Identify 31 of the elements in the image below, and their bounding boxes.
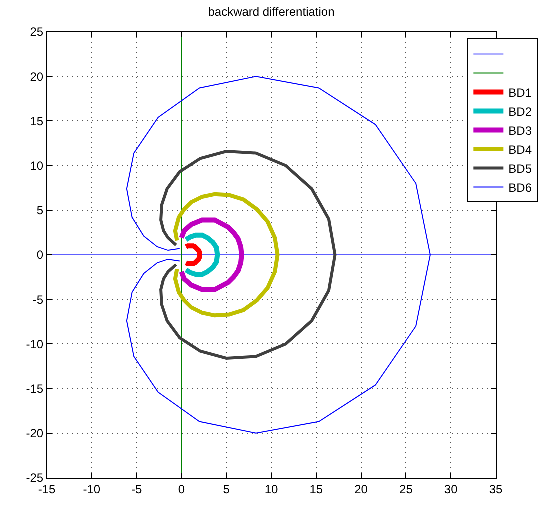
x-tick-label: 30 bbox=[444, 482, 458, 496]
y-tick-label: -10 bbox=[26, 337, 44, 352]
y-tick-label: 5 bbox=[36, 204, 44, 218]
x-tick-label: 25 bbox=[400, 482, 414, 496]
x-tick-label: 35 bbox=[489, 482, 503, 496]
legend-label: BD1 bbox=[508, 86, 532, 100]
line-series bbox=[160, 150, 337, 360]
legend-label: BD4 bbox=[508, 142, 532, 157]
y-tick-label: 20 bbox=[30, 70, 44, 84]
y-tick-label: -25 bbox=[26, 471, 44, 486]
line-series bbox=[173, 192, 280, 318]
legend-label: BD6 bbox=[508, 180, 532, 195]
x-tick-label: -10 bbox=[83, 482, 101, 496]
legend-label: BD3 bbox=[508, 124, 532, 138]
x-tick-label: 10 bbox=[264, 482, 278, 496]
y-tick-label: -5 bbox=[32, 292, 44, 307]
legend-label: BD5 bbox=[508, 162, 532, 176]
y-tick-label: -20 bbox=[26, 426, 44, 441]
y-tick-label: 10 bbox=[30, 159, 44, 173]
line-series bbox=[126, 76, 431, 434]
y-tick-label: 15 bbox=[30, 114, 44, 128]
x-tick-label: 15 bbox=[310, 482, 324, 496]
x-tick-label: -5 bbox=[131, 482, 142, 496]
legend-label: BD2 bbox=[508, 104, 532, 119]
x-tick-label: 0 bbox=[178, 482, 186, 496]
x-tick-label: 5 bbox=[223, 482, 230, 496]
y-tick-label: 25 bbox=[30, 25, 44, 40]
y-tick-label: -15 bbox=[26, 382, 44, 396]
y-tick-label: 0 bbox=[36, 248, 44, 262]
chart-title: backward differentiation bbox=[208, 5, 335, 20]
x-tick-label: 20 bbox=[354, 482, 368, 496]
